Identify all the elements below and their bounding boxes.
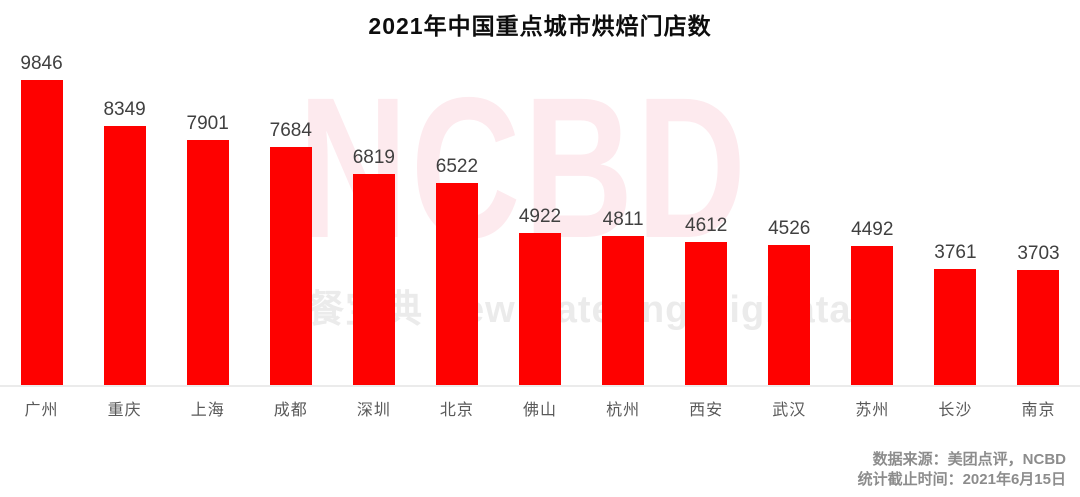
bar-column: 4811 [582,0,665,385]
footer-cutoff-date: 统计截止时间：2021年6月15日 [857,471,1066,488]
bar-value-label: 4492 [851,218,894,240]
category-label: 北京 [439,402,474,419]
category-label: 苏州 [855,402,890,419]
bar-column: 6522 [415,0,498,385]
bar-column: 4492 [831,0,914,385]
bar-value-label: 8349 [103,99,146,121]
bar-value-label: 7684 [269,120,312,141]
bar-value-label: 4612 [685,215,728,237]
bar [435,183,478,385]
bar-column: 7684 [249,0,332,385]
x-axis-line [0,385,1080,387]
bar-column: 9846 [0,0,83,385]
footer-data-source: 数据来源：美团点评，NCBD [872,451,1066,468]
bar [851,245,894,385]
ncbd-watermark-subtitle: 餐宝典 New Catering BigData [306,289,852,331]
category-label: 深圳 [356,402,391,419]
bar-column: 6819 [332,0,415,385]
bar-value-label: 9846 [20,53,63,74]
bar-column: 7901 [166,0,249,385]
bar-value-label: 4526 [768,217,811,239]
bar-value-label: 6819 [352,146,395,168]
category-label: 杭州 [606,402,641,419]
bar [685,242,728,385]
bar-value-label: 4922 [518,205,562,227]
bar-column: 4526 [748,0,831,385]
bar-column: 3761 [914,0,997,385]
bar [186,140,229,385]
bar [768,244,811,385]
category-label: 广州 [24,402,59,419]
bar-chart: 9846 8349 7901 7684 6819 6522 4922 4811 4612 4526… [0,0,1080,385]
bar [352,173,395,385]
category-label: 西安 [689,402,724,419]
category-label: 南京 [1021,402,1056,419]
category-labels: 广州 重庆 上海 成都 深圳 北京 佛山 杭州 西安 武汉 苏州 长沙 南京 [0,396,1080,420]
bar-column: 3703 [997,0,1080,385]
bar-value-label: 6522 [435,156,479,177]
bar-column: 8349 [83,0,166,385]
bar [1017,270,1060,385]
bar [20,80,63,385]
bar [602,236,645,385]
footer-note: 数据来源：美团点评，NCBD 统计截止时间：2021年6月15日 [858,450,1066,490]
bar-column: 4612 [665,0,748,385]
bar-column: 4922 [498,0,581,385]
chart-title: 2021年中国重点城市烘焙门店数 [368,13,712,39]
category-label: 长沙 [938,402,973,419]
bar-value-label: 3761 [934,241,977,263]
category-label: 成都 [273,402,308,419]
bar-value-label: 3703 [1017,243,1060,265]
bar [269,147,312,385]
bar-value-label: 4811 [602,209,644,230]
category-label: 上海 [190,402,225,419]
category-label: 重庆 [107,402,142,419]
bar [519,232,561,385]
category-label: 武汉 [772,402,807,419]
bar [103,126,146,385]
bar [934,268,977,385]
bar-value-label: 7901 [186,113,229,135]
category-label: 佛山 [523,402,558,419]
